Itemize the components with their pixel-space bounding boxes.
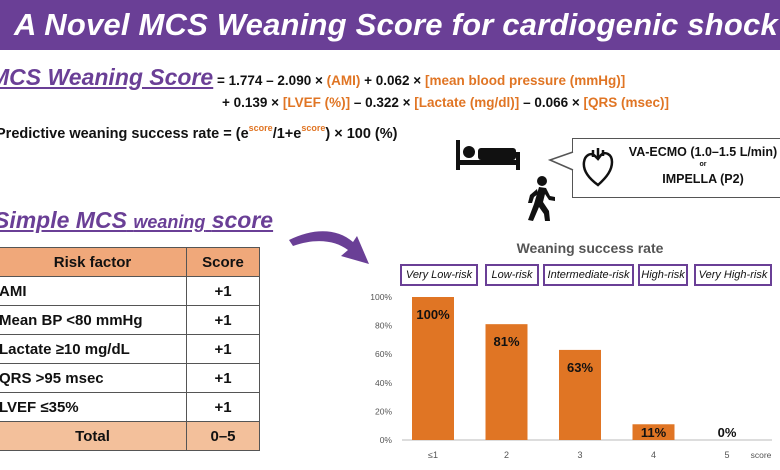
risk-label-low: Low-risk xyxy=(485,264,539,286)
term-ami: (AMI) xyxy=(326,73,361,88)
risk-factor-cell: QRS >95 msec xyxy=(0,363,187,393)
table-row: Mean BP <80 mmHg +1 xyxy=(0,305,260,335)
score-cell: +1 xyxy=(186,334,260,364)
data-label: 100% xyxy=(416,307,450,322)
device-or: or xyxy=(699,161,707,168)
callout-pointer xyxy=(548,151,574,171)
data-label: 63% xyxy=(567,360,593,375)
y-tick-label: 100% xyxy=(370,292,392,302)
formula-line-1: MCS Weaning Score = 1.774 – 2.090 × (AMI… xyxy=(0,64,625,91)
coef-mbp: + 0.062 × xyxy=(364,73,422,88)
curved-arrow-icon xyxy=(289,231,369,264)
data-label: 11% xyxy=(641,425,667,440)
data-label: 0% xyxy=(718,425,737,440)
x-tick-label: ≤1 xyxy=(428,450,438,460)
table-row: LVEF ≤35% +1 xyxy=(0,392,260,422)
term-mbp: [mean blood pressure (mmHg)] xyxy=(424,73,626,88)
predictive-formula: Predictive weaning success rate = (escor… xyxy=(0,123,398,142)
score-cell: +1 xyxy=(186,276,260,306)
risk-factor-cell: Mean BP <80 mmHg xyxy=(0,305,187,335)
risk-label-very-low: Very Low-risk xyxy=(400,264,478,286)
risk-label-very-high: Very High-risk xyxy=(694,264,772,286)
pred-sup-1: score xyxy=(248,123,273,133)
x-tick-label: 3 xyxy=(577,450,582,460)
y-tick-label: 40% xyxy=(375,378,392,388)
heart-icon xyxy=(582,148,614,187)
hospital-bed-icon xyxy=(456,140,520,170)
title-banner: A Novel MCS Weaning Score for cardiogeni… xyxy=(0,0,780,50)
coef-lvef: + 0.139 × xyxy=(222,95,280,110)
score-cell: +1 xyxy=(186,305,260,335)
table-row: Lactate ≥10 mg/dL +1 xyxy=(0,334,260,364)
risk-factor-cell: Lactate ≥10 mg/dL xyxy=(0,334,187,364)
table-total-row: Total 0–5 xyxy=(0,421,260,451)
simple-score-title: Simple MCS weaning score xyxy=(0,207,273,234)
risk-factor-cell: AMI xyxy=(0,276,187,306)
y-tick-label: 0% xyxy=(380,435,393,445)
total-value: 0–5 xyxy=(186,421,260,451)
x-tick-label: 4 xyxy=(651,450,656,460)
table-row: QRS >95 msec +1 xyxy=(0,363,260,393)
bar xyxy=(559,349,601,440)
risk-label-high: High-risk xyxy=(638,264,688,286)
pred-mid: /1+e xyxy=(272,126,302,142)
walking-person-icon xyxy=(528,176,555,221)
score-cell: +1 xyxy=(186,363,260,393)
pred-suffix: ) × 100 (%) xyxy=(325,126,398,142)
simple-title-main: Simple MCS xyxy=(0,207,127,233)
header-score: Score xyxy=(186,247,260,277)
data-label: 81% xyxy=(493,334,519,349)
coef-lactate: – 0.322 × xyxy=(353,95,411,110)
risk-label-intermediate: Intermediate-risk xyxy=(543,264,634,286)
y-tick-label: 60% xyxy=(375,349,392,359)
y-tick-label: 20% xyxy=(375,406,392,416)
device-line-2: IMPELLA (P2) xyxy=(662,172,744,186)
page-title: A Novel MCS Weaning Score for cardiogeni… xyxy=(14,7,778,42)
pred-prefix: Predictive weaning success rate = (e xyxy=(0,126,249,142)
y-tick-label: 80% xyxy=(375,321,392,331)
formula-name: MCS Weaning Score xyxy=(0,64,214,90)
x-tick-label: 5 xyxy=(724,450,729,460)
chart-title: Weaning success rate xyxy=(516,240,664,256)
header-risk-factor: Risk factor xyxy=(0,247,187,277)
total-label: Total xyxy=(0,421,187,451)
table-header-row: Risk factor Score xyxy=(0,247,260,277)
risk-factor-cell: LVEF ≤35% xyxy=(0,392,187,422)
pred-sup-2: score xyxy=(301,123,326,133)
term-qrs: [QRS (msec)] xyxy=(583,95,670,110)
risk-factor-table: Risk factor Score AMI +1 Mean BP <80 mmH… xyxy=(0,247,260,451)
x-axis-label: score xyxy=(751,450,772,460)
simple-title-end: score xyxy=(211,207,274,233)
coef-qrs: – 0.066 × xyxy=(523,95,580,110)
formula-line-2: + 0.139 × [LVEF (%)] – 0.322 × [Lactate … xyxy=(222,95,669,110)
device-line-1: VA-ECMO (1.0–1.5 L/min) xyxy=(628,145,778,159)
simple-title-small: weaning xyxy=(133,212,206,232)
x-tick-label: 2 xyxy=(504,450,509,460)
bar xyxy=(632,424,675,440)
bar xyxy=(412,297,454,440)
device-callout: VA-ECMO (1.0–1.5 L/min) or IMPELLA (P2) xyxy=(572,138,780,198)
term-lvef: [LVEF (%)] xyxy=(282,95,351,110)
table-row: AMI +1 xyxy=(0,276,260,306)
weaning-rate-chart: 0%20%40%60%80%100%100%≤181%263%311%40%5 s… xyxy=(370,292,772,460)
bar xyxy=(485,324,528,440)
term-lactate: [Lactate (mg/dl)] xyxy=(414,95,520,110)
formula-intercept: = 1.774 – 2.090 × xyxy=(217,73,323,88)
score-cell: +1 xyxy=(186,392,260,422)
